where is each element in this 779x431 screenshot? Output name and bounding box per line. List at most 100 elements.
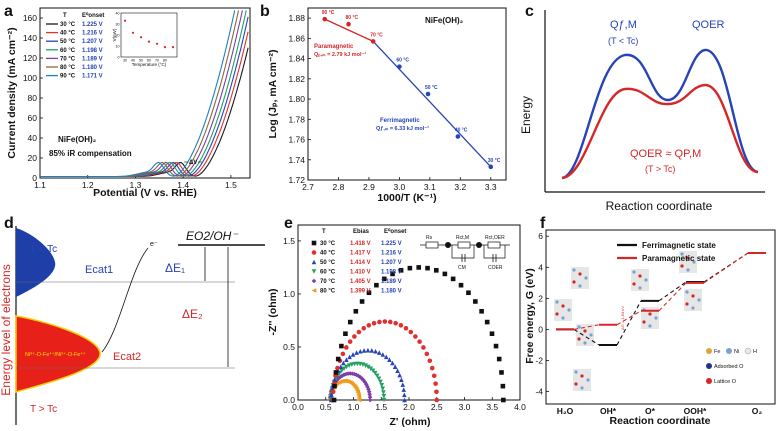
panel-a-legend-temp: 50 °C bbox=[60, 39, 76, 45]
molecule-slab bbox=[641, 307, 659, 329]
panel-d-eo2: EO2/OH⁻ bbox=[186, 229, 239, 243]
panel-e: e 0.0 0.5 1.0 1.5 2.0 2.5 3.0 3.5 4.0 0.0 0.5 1.0 1… bbox=[267, 215, 526, 428]
atom-lat-o-label: Lattice O bbox=[714, 379, 737, 385]
molecule-atom bbox=[578, 284, 582, 288]
panel-e-point-30 bbox=[450, 276, 456, 282]
panel-e-legend-ebias: 1.414 V bbox=[350, 260, 371, 266]
panel-e-legend-head-t: T bbox=[322, 229, 326, 235]
circuit-cm-label: CM bbox=[458, 265, 466, 271]
panel-e-point-60 bbox=[380, 386, 386, 392]
panel-e-legend-marker bbox=[311, 269, 317, 274]
panel-e-point-50 bbox=[354, 350, 359, 355]
molecule-sketch bbox=[554, 299, 572, 321]
panel-f-xlabel: Reaction coordinate bbox=[610, 415, 711, 427]
panel-a-inset-y-tick: 30 bbox=[116, 22, 120, 26]
panel-e-y-tick-label: 1.5 bbox=[283, 236, 295, 246]
panel-e-legend-onset: 1.189 V bbox=[381, 279, 402, 285]
circuit-rs bbox=[425, 241, 439, 249]
panel-e-point-40 bbox=[421, 345, 426, 350]
panel-b-x-ticks: 2.7 2.8 2.9 3.0 3.1 3.2 3.3 bbox=[302, 177, 497, 192]
panel-e-point-40 bbox=[424, 351, 430, 357]
panel-e-point-40 bbox=[382, 319, 388, 324]
molecule-sketch bbox=[684, 289, 702, 311]
panel-e-x-ticks: 0.0 0.5 1.0 1.5 2.0 2.5 3.0 3.5 4.0 bbox=[292, 397, 526, 412]
panel-e-point-30 bbox=[493, 343, 499, 349]
atom-fe-dot bbox=[706, 348, 712, 354]
panel-a-label: a bbox=[4, 3, 13, 20]
panel-e-point-40 bbox=[361, 326, 367, 331]
molecule-atom bbox=[567, 308, 571, 312]
panel-c-qoer-cond: (T > Tc) bbox=[645, 164, 675, 174]
panel-b-ylabel: Log (Jₚ, mA cm⁻²) bbox=[267, 50, 279, 139]
panel-e-point-40 bbox=[330, 389, 336, 395]
panel-e-point-70 bbox=[366, 386, 371, 392]
molecule-atom bbox=[654, 316, 658, 320]
molecule-atom bbox=[555, 312, 559, 316]
panel-e-legend-ebias: 1.418 V bbox=[350, 241, 371, 247]
panel-b-point-label: 40 °C bbox=[455, 127, 468, 133]
panel-c-qfm-cond: (T < Tc) bbox=[608, 36, 638, 46]
panel-e-point-40 bbox=[347, 339, 353, 344]
molecule-atom bbox=[580, 374, 584, 378]
panel-a-inset-point bbox=[139, 36, 143, 39]
atom-ni-dot bbox=[726, 348, 732, 354]
panel-b-point bbox=[397, 64, 402, 69]
panel-b-y-tick-label: 1.82 bbox=[288, 74, 305, 84]
panel-b-point-label: 60 °C bbox=[396, 58, 409, 64]
molecule-atom bbox=[572, 280, 576, 284]
panel-f-y-tick-label: -4 bbox=[535, 387, 543, 397]
panel-e-point-50 bbox=[365, 347, 371, 353]
panel-a-inset-xlabel: Temperature (°C) bbox=[132, 62, 167, 67]
panel-e-point-30 bbox=[473, 299, 478, 304]
panel-b-point bbox=[346, 21, 351, 27]
panel-a-inset-point bbox=[163, 46, 167, 49]
panel-a-legend: 30 °C 1.225 V 40 °C 1.216 V 50 °C 1.207 V 60 °… bbox=[46, 22, 103, 80]
panel-e-point-70 bbox=[359, 376, 365, 381]
panel-e-point-40 bbox=[408, 329, 414, 335]
panel-e-point-60 bbox=[381, 397, 387, 403]
panel-a-x-tick-label: 1.3 bbox=[130, 180, 142, 190]
panel-e-point-70 bbox=[361, 377, 366, 383]
panel-e-point-30 bbox=[416, 265, 422, 270]
panel-d-t-high: T > Tc bbox=[30, 404, 57, 415]
panel-e-point-40 bbox=[413, 334, 418, 339]
panel-a-note1: NiFe(OH)₂ bbox=[58, 135, 97, 144]
panel-e-plot bbox=[327, 265, 506, 403]
panel-b-frame bbox=[307, 7, 507, 181]
molecule-atom bbox=[691, 294, 695, 298]
circuit-cap-branches bbox=[451, 245, 506, 259]
panel-c-curve-ferri bbox=[561, 48, 759, 180]
panel-a-curves bbox=[40, 10, 249, 178]
panel-e-point-60 bbox=[374, 373, 380, 379]
panel-e-point-40 bbox=[403, 326, 409, 331]
panel-e-legend-temp: 70 °C bbox=[320, 279, 336, 285]
panel-e-point-50 bbox=[387, 357, 392, 362]
panel-b-y-tick-label: 1.84 bbox=[288, 54, 305, 64]
panel-e-point-40 bbox=[417, 339, 422, 344]
panel-b-x-tick-label: 3.1 bbox=[424, 182, 436, 192]
panel-a-y-tick-label: 100 bbox=[23, 73, 37, 83]
panel-e-point-60 bbox=[381, 390, 386, 395]
panel-b-x-tick-label: 2.9 bbox=[363, 182, 375, 192]
circuit-rct bbox=[457, 241, 471, 249]
panel-e-point-40 bbox=[387, 319, 393, 325]
panel-a-x-tick-label: 1.1 bbox=[34, 180, 46, 190]
panel-a-legend-temp: 60 °C bbox=[60, 48, 76, 54]
panel-a-inset-x-tick: 80 bbox=[163, 59, 167, 63]
panel-a-inset-x-tick: 40 bbox=[131, 59, 135, 63]
molecule-atom bbox=[589, 333, 593, 337]
panel-e-point-70 bbox=[367, 392, 373, 397]
panel-e-legend-head-ebias: Ebias bbox=[353, 229, 370, 235]
panel-e-point-60 bbox=[376, 376, 382, 382]
molecule-atom bbox=[680, 264, 684, 268]
panel-b-x-tick-label: 3.0 bbox=[393, 182, 405, 192]
circuit-rct-label: Rct,M bbox=[456, 235, 469, 241]
panel-e-point-70 bbox=[352, 371, 357, 377]
panel-e-point-40 bbox=[356, 329, 362, 335]
panel-f-frame bbox=[545, 229, 776, 405]
panel-e-point-70 bbox=[337, 374, 343, 380]
panel-e-point-40 bbox=[393, 320, 398, 326]
molecule-atom bbox=[580, 386, 584, 390]
circuit-coer-label: COER bbox=[488, 265, 503, 271]
